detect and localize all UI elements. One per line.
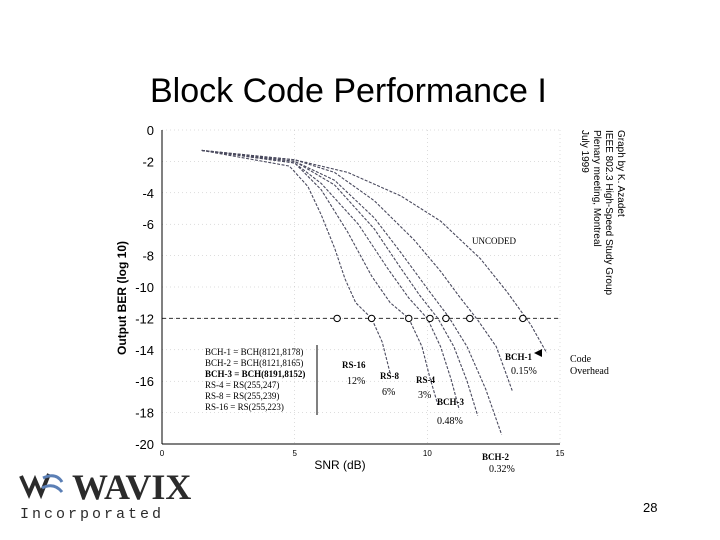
legend-line-bch2: BCH-2 = BCH(8121,8165) bbox=[205, 358, 303, 368]
legend-line-rs16: RS-16 = RS(255,223) bbox=[205, 402, 284, 412]
tick-labels: 0 -2 -4 -6 -8 -10 -12 -14 -16 -18 -20 0 5 10 15 bbox=[135, 123, 565, 458]
y-tick-label: -2 bbox=[142, 154, 154, 169]
ref-marker bbox=[466, 314, 474, 323]
attribution-line: July 1999 bbox=[579, 130, 590, 173]
y-tick-label: 0 bbox=[147, 123, 154, 138]
label-rs8-overhead: 6% bbox=[382, 387, 395, 398]
series-line-bch-3 bbox=[201, 149, 479, 416]
series-line-bch-1 bbox=[201, 149, 513, 391]
label-rs16-overhead: 12% bbox=[347, 376, 365, 387]
x-tick-label: 0 bbox=[160, 449, 165, 458]
label-rs4: RS-4 bbox=[416, 375, 436, 385]
marker-layer bbox=[333, 314, 527, 323]
x-axis-label: SNR (dB) bbox=[314, 458, 365, 472]
series-line-rs-4 bbox=[201, 149, 460, 410]
y-tick-label: -18 bbox=[135, 406, 154, 421]
y-tick-label: -4 bbox=[142, 186, 154, 201]
y-tick-label: -20 bbox=[135, 437, 154, 452]
logo-subtitle: Incorporated bbox=[20, 506, 165, 523]
slide-title: Block Code Performance I bbox=[150, 72, 547, 110]
legend-line-rs4: RS-4 = RS(255,247) bbox=[205, 380, 279, 390]
ref-marker bbox=[519, 314, 527, 323]
y-tick-label: -16 bbox=[135, 374, 154, 389]
series-layer bbox=[201, 149, 548, 435]
y-tick-label: -6 bbox=[142, 217, 154, 232]
legend: BCH-1 = BCH(8121,8178) BCH-2 = BCH(8121,… bbox=[205, 347, 305, 412]
label-rs16: RS-16 bbox=[342, 360, 366, 370]
series-line-uncoded bbox=[201, 149, 548, 354]
attribution-line: IEEE 802.3 High-Speed Study Group bbox=[603, 130, 614, 296]
ref-marker bbox=[405, 314, 413, 323]
ref-marker bbox=[333, 314, 341, 323]
logo-wordmark: WAVIX bbox=[72, 467, 192, 507]
series-line-rs-16 bbox=[201, 149, 391, 374]
legend-line-bch3: BCH-3 = BCH(8191,8152) bbox=[205, 369, 305, 379]
x-tick-label: 5 bbox=[292, 449, 297, 458]
label-bch3-overhead: 0.48% bbox=[437, 416, 463, 427]
annotations: UNCODED RS-16 12% RS-8 6% RS-4 3% BCH-3 … bbox=[342, 236, 609, 475]
legend-line-rs8: RS-8 = RS(255,239) bbox=[205, 391, 279, 401]
label-bch2-overhead: 0.32% bbox=[489, 464, 515, 475]
page-number: 28 bbox=[643, 500, 658, 515]
y-tick-label: -14 bbox=[135, 343, 154, 358]
label-rs8: RS-8 bbox=[380, 371, 400, 381]
wavix-logo: WAVIX Incorporated bbox=[14, 466, 191, 526]
axes bbox=[161, 130, 560, 445]
label-overhead: Overhead bbox=[570, 366, 609, 377]
x-tick-label: 15 bbox=[556, 449, 565, 458]
series-line-bch-2 bbox=[201, 149, 503, 435]
label-bch1-overhead: 0.15% bbox=[511, 366, 537, 377]
label-bch1: BCH-1 bbox=[505, 352, 533, 362]
x-tick-label: 10 bbox=[423, 449, 432, 458]
y-tick-label: -8 bbox=[142, 249, 154, 264]
y-tick-label: -12 bbox=[135, 311, 154, 326]
graph-attribution: Graph by K. Azadet IEEE 802.3 High-Speed… bbox=[568, 130, 626, 300]
label-bch3: BCH-3 bbox=[437, 397, 465, 407]
legend-line-bch1: BCH-1 = BCH(8121,8178) bbox=[205, 347, 303, 357]
arrow-left-icon bbox=[534, 349, 542, 357]
label-code: Code bbox=[570, 354, 592, 365]
label-bch2: BCH-2 bbox=[482, 452, 510, 462]
series-line-rs-8 bbox=[201, 149, 439, 405]
y-tick-label: -10 bbox=[135, 280, 154, 295]
label-uncoded: UNCODED bbox=[472, 236, 516, 246]
attribution-line: Plenary meeting, Montreal bbox=[591, 130, 602, 247]
label-rs4-overhead: 3% bbox=[418, 390, 431, 401]
y-axis-label: Output BER (log 10) bbox=[115, 241, 129, 355]
ref-marker bbox=[442, 314, 450, 323]
logo-mark-icon bbox=[18, 468, 64, 502]
ref-marker bbox=[426, 314, 434, 323]
attribution-line: Graph by K. Azadet bbox=[615, 130, 626, 217]
ref-marker bbox=[367, 314, 376, 323]
